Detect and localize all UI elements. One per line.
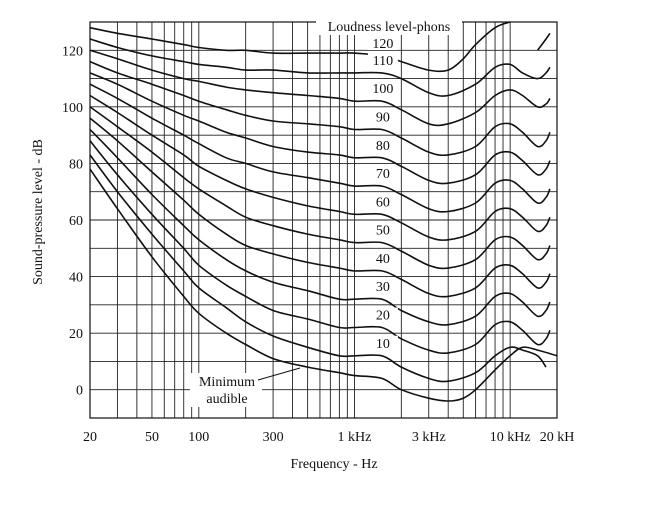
annotation-pointer	[257, 367, 301, 381]
loudness-curve-segment	[89, 168, 558, 402]
curve-label: 110	[373, 54, 393, 69]
curve-label: 90	[376, 110, 390, 125]
curve-label-backing	[367, 109, 398, 124]
curve-label-backing	[367, 307, 398, 322]
curve-labels: 10 20 30 40 50 60 70 80 90 100 110 120	[367, 35, 398, 352]
y-axis-title: Sound-pressure level - dB	[31, 139, 46, 285]
curve-label-backing	[367, 250, 398, 265]
curve-label-backing	[367, 52, 398, 67]
x-tick-label: 50	[145, 430, 159, 445]
x-tick-label: 3 kHz	[412, 430, 446, 445]
loudness-curve-90-phon	[89, 60, 551, 157]
legend-title-group: Loudness level-phons	[316, 17, 462, 35]
curve-label: 50	[376, 224, 390, 239]
loudness-curve-60-phon	[89, 94, 551, 241]
x-tick-label: 20	[83, 430, 97, 445]
y-tick-label: 120	[62, 44, 83, 59]
curve-label-backing	[367, 335, 398, 350]
y-tick-label: 20	[69, 327, 83, 342]
chart-grid	[89, 21, 558, 419]
curve-label: 60	[376, 195, 390, 210]
x-tick-label: 100	[188, 430, 209, 445]
y-tick-label: 80	[69, 157, 83, 172]
x-tick-label: 1 kHz	[338, 430, 372, 445]
loudness-curve-80-phon	[89, 72, 551, 185]
loudness-curve-segment	[536, 32, 551, 51]
curve-label-backing	[367, 166, 398, 181]
legend-title: Loudness level-phons	[328, 20, 450, 35]
y-tick-label: 100	[62, 101, 83, 116]
loudness-curve-110-phon	[89, 38, 551, 97]
loudness-curve-20-phon	[89, 140, 551, 355]
curve-label-backing	[367, 222, 398, 237]
annotation-audible: audible	[206, 392, 247, 407]
curve-label-backing	[367, 81, 398, 96]
loudness-curve-120-phon	[89, 21, 511, 73]
curve-label: 20	[376, 308, 390, 323]
y-tick-label: 0	[76, 384, 83, 399]
loudness-curve-30-phon	[89, 128, 551, 326]
x-tick-labels: 20 50 100 300 1 kHz 3 kHz 10 kHz 20 kH	[83, 430, 574, 445]
curve-label-backing	[367, 279, 398, 294]
curve-label: 80	[376, 139, 390, 154]
loudness-curve-70-phon	[89, 83, 551, 213]
y-tick-label: 60	[69, 214, 83, 229]
x-tick-label: 10 kHz	[490, 430, 531, 445]
curve-label-backing	[367, 137, 398, 152]
annotation-minimum: Minimum	[199, 375, 255, 390]
minimum-audible-annotation: Minimum audible	[190, 367, 301, 407]
curve-label: 10	[376, 337, 390, 352]
curve-label: 70	[376, 167, 390, 182]
y-tick-labels: 0 20 40 60 80 100 120	[62, 44, 83, 398]
loudness-curve-50-phon	[89, 106, 551, 270]
curve-label: 120	[372, 37, 393, 52]
loudness-curve-100-phon	[89, 49, 551, 127]
curves-layer	[89, 21, 558, 402]
curve-label-backing	[367, 35, 398, 50]
x-axis-title: Frequency - Hz	[290, 457, 377, 472]
curve-label: 40	[376, 252, 390, 267]
y-tick-label: 40	[69, 271, 83, 286]
curve-label-backing	[367, 194, 398, 209]
loudness-curve-10-phon	[89, 154, 547, 383]
x-tick-label: 20 kH	[540, 430, 575, 445]
x-tick-label: 300	[263, 430, 284, 445]
curve-label: 100	[372, 82, 393, 97]
curve-label: 30	[376, 280, 390, 295]
loudness-curve-40-phon	[89, 117, 551, 298]
